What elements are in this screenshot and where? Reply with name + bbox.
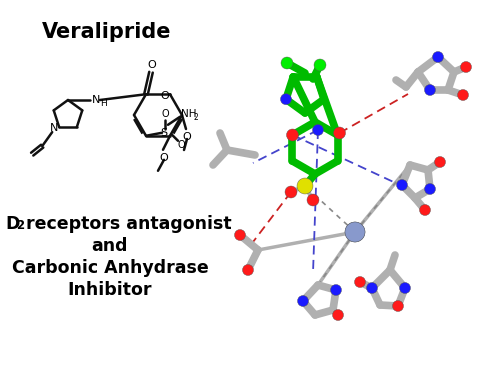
Circle shape: [392, 300, 404, 311]
Circle shape: [396, 179, 407, 191]
Text: receptors antagonist: receptors antagonist: [20, 215, 232, 233]
Circle shape: [400, 282, 410, 294]
Circle shape: [281, 57, 293, 69]
Text: S: S: [160, 128, 168, 138]
Circle shape: [432, 52, 444, 62]
Circle shape: [314, 59, 326, 71]
Circle shape: [334, 127, 345, 139]
Circle shape: [297, 178, 313, 194]
Circle shape: [330, 285, 342, 296]
Circle shape: [354, 276, 366, 288]
Text: Inhibitor: Inhibitor: [68, 281, 152, 299]
Text: O: O: [148, 60, 156, 70]
Text: and: and: [92, 237, 128, 255]
Text: O: O: [182, 132, 192, 142]
Text: Veralipride: Veralipride: [42, 22, 172, 42]
Text: O: O: [160, 91, 170, 101]
Circle shape: [366, 282, 378, 294]
Circle shape: [280, 94, 291, 105]
Text: O: O: [160, 153, 168, 163]
Text: N: N: [92, 95, 100, 105]
Circle shape: [234, 229, 246, 241]
Circle shape: [332, 309, 344, 320]
Text: O: O: [177, 140, 185, 150]
Circle shape: [458, 89, 468, 100]
Circle shape: [285, 186, 297, 198]
Circle shape: [460, 62, 471, 73]
Circle shape: [345, 222, 365, 242]
Text: 2: 2: [16, 219, 24, 232]
Circle shape: [420, 205, 430, 215]
Text: 2: 2: [194, 113, 199, 122]
Text: H: H: [100, 99, 107, 108]
Circle shape: [424, 85, 436, 96]
Text: N: N: [50, 123, 58, 133]
Circle shape: [242, 264, 254, 276]
Circle shape: [424, 183, 436, 194]
Text: O: O: [161, 109, 169, 119]
Circle shape: [307, 194, 319, 206]
Circle shape: [434, 156, 446, 167]
Circle shape: [286, 129, 298, 141]
Text: Carbonic Anhydrase: Carbonic Anhydrase: [12, 259, 208, 277]
Circle shape: [298, 296, 308, 306]
Circle shape: [312, 124, 324, 135]
Circle shape: [345, 222, 365, 242]
Text: NH: NH: [181, 109, 196, 119]
Text: D: D: [5, 215, 20, 233]
